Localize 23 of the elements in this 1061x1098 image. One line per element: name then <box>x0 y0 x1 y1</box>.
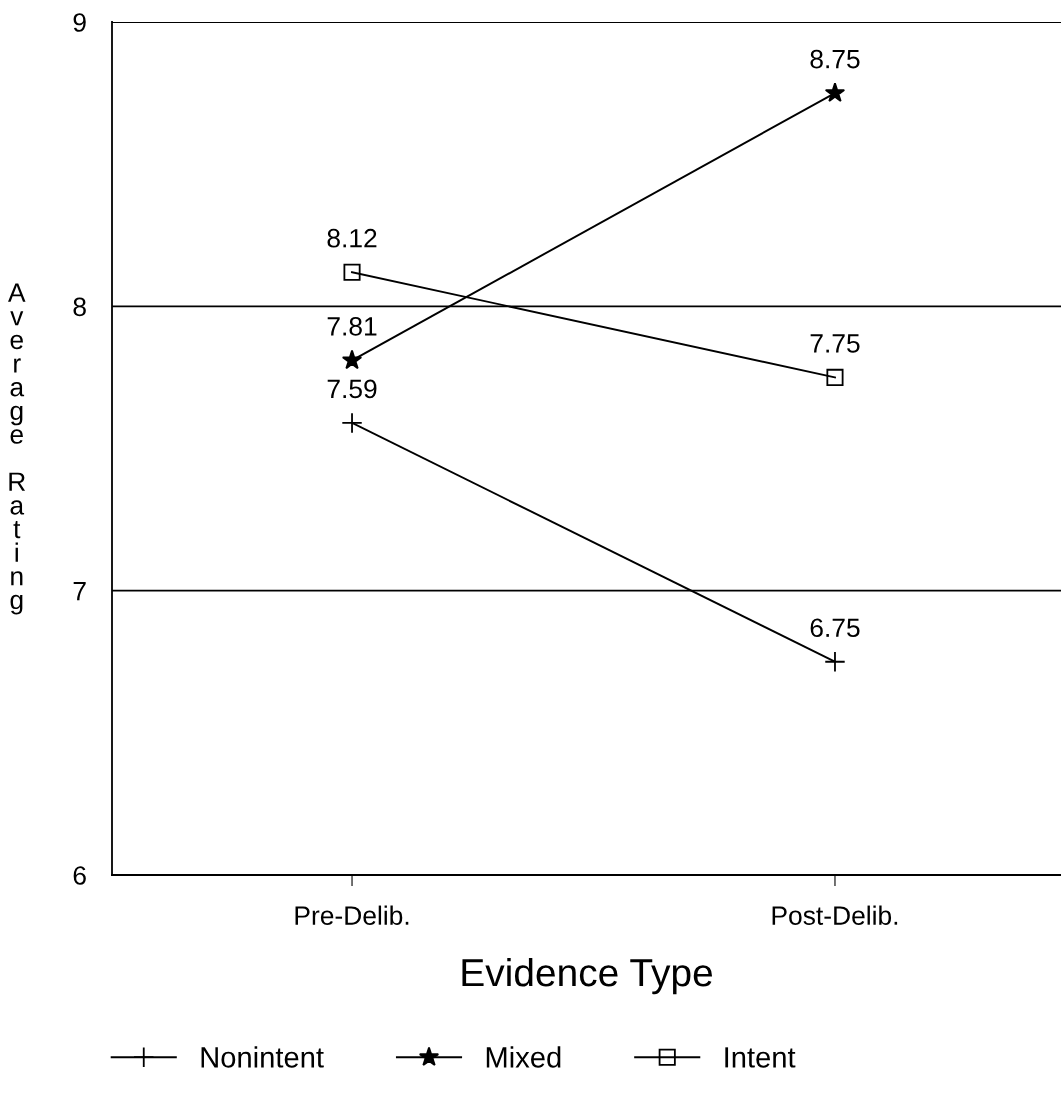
y-tick-label: 6 <box>73 866 86 885</box>
data-label: 8.75 <box>810 49 860 69</box>
x-tick-label: Post-Delib. <box>772 905 898 925</box>
data-label: 8.12 <box>327 228 377 248</box>
legend-label: Intent <box>725 1047 796 1068</box>
data-label: 7.75 <box>810 334 860 353</box>
data-label: 7.81 <box>327 317 377 336</box>
legend-label: Nonintent <box>201 1046 324 1068</box>
x-tick-label: Pre-Delib. <box>295 905 409 925</box>
x-axis-title: Evidence Type <box>462 957 712 995</box>
point <box>341 349 363 370</box>
text: Average Rating <box>8 283 26 615</box>
point <box>826 368 844 386</box>
y-tick-label: 7 <box>73 582 86 601</box>
point <box>343 263 361 281</box>
data-label: 6.75 <box>810 618 860 638</box>
point <box>824 82 846 102</box>
y-tick-label: 8 <box>73 297 86 317</box>
legend-label: Mixed <box>486 1046 561 1068</box>
point <box>341 412 363 434</box>
y-tick-label: 9 <box>73 13 86 32</box>
point <box>824 651 846 673</box>
data-label: 7.59 <box>327 379 377 399</box>
